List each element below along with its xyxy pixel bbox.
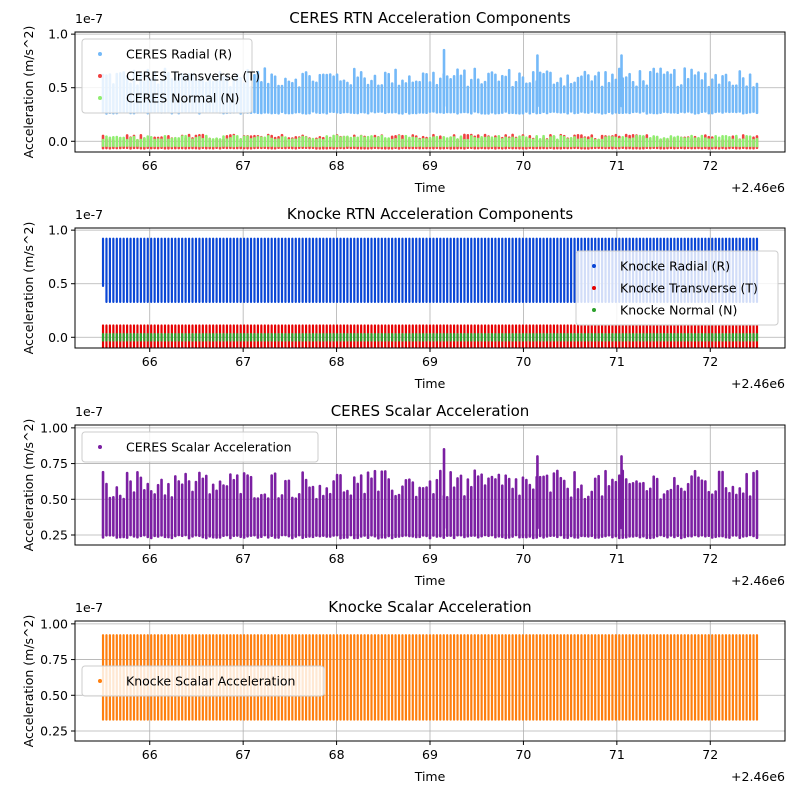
x-tick-label: 69 bbox=[422, 551, 438, 566]
plot-area bbox=[101, 447, 759, 540]
x-tick-label: 66 bbox=[142, 354, 158, 369]
chart-title: Knocke RTN Acceleration Components bbox=[287, 205, 573, 223]
x-axis-label: Time bbox=[414, 180, 446, 195]
y-scale-label: 1e-7 bbox=[75, 207, 103, 222]
y-tick-label: 0.50 bbox=[40, 492, 68, 507]
x-tick-label: 66 bbox=[142, 551, 158, 566]
legend-marker bbox=[98, 52, 102, 56]
series-3 bbox=[101, 134, 759, 148]
x-tick-label: 68 bbox=[329, 354, 345, 369]
y-axis-label: Acceleration (m/s^2) bbox=[21, 222, 36, 355]
y-tick-label: 0.25 bbox=[40, 724, 68, 739]
legend-label: CERES Scalar Acceleration bbox=[126, 440, 292, 455]
legend-box bbox=[81, 38, 253, 114]
chart-panel-3: CERES Scalar Acceleration 66 67 68 69 70 71 72 0… bbox=[21, 402, 786, 588]
y-tick-label: 0.75 bbox=[40, 652, 68, 667]
x-offset-label: +2.46e6 bbox=[731, 376, 785, 391]
y-tick-label: 0.5 bbox=[48, 80, 68, 95]
x-tick-label: 71 bbox=[609, 551, 625, 566]
legend-marker bbox=[98, 679, 102, 683]
legend-box bbox=[81, 431, 319, 463]
x-tick-label: 71 bbox=[609, 354, 625, 369]
x-tick-label: 70 bbox=[515, 747, 531, 762]
legend-label: Knocke Radial (R) bbox=[620, 259, 730, 274]
legend: Knocke Radial (R) Knocke Transverse (T) Kn… bbox=[575, 250, 779, 326]
y-axis-label: Acceleration (m/s^2) bbox=[21, 615, 36, 748]
legend: CERES Scalar Acceleration bbox=[81, 431, 319, 463]
x-tick-label: 67 bbox=[235, 747, 251, 762]
plot-area bbox=[101, 237, 759, 348]
x-tick-label: 72 bbox=[702, 747, 718, 762]
legend: CERES Radial (R) CERES Transverse (T) CERE… bbox=[81, 38, 260, 114]
y-tick-label: 0.50 bbox=[40, 688, 68, 703]
y-tick-label: 0.25 bbox=[40, 528, 68, 543]
y-axis-label: Acceleration (m/s^2) bbox=[21, 26, 36, 159]
chart-panel-2: Knocke RTN Acceleration Components 66 67 68… bbox=[21, 205, 786, 391]
legend-marker bbox=[98, 74, 102, 78]
x-tick-label: 68 bbox=[329, 158, 345, 173]
x-tick-label: 66 bbox=[142, 158, 158, 173]
y-tick-label: 1.0 bbox=[48, 27, 68, 42]
x-tick-label: 69 bbox=[422, 158, 438, 173]
legend-label: CERES Normal (N) bbox=[126, 91, 239, 106]
legend-box bbox=[575, 250, 779, 326]
legend-marker bbox=[98, 96, 102, 100]
chart-panel-4: Knocke Scalar Acceleration 66 67 68 69 70 71 72… bbox=[21, 598, 786, 784]
x-tick-label: 67 bbox=[235, 158, 251, 173]
x-tick-label: 68 bbox=[329, 551, 345, 566]
y-tick-label: 0.0 bbox=[48, 134, 68, 149]
series-3 bbox=[101, 332, 759, 342]
y-axis-label: Acceleration (m/s^2) bbox=[21, 419, 36, 552]
y-scale-label: 1e-7 bbox=[75, 600, 103, 615]
x-tick-label: 67 bbox=[235, 354, 251, 369]
x-axis-label: Time bbox=[414, 769, 446, 784]
x-axis-label: Time bbox=[414, 376, 446, 391]
chart-panel-1: CERES RTN Acceleration Components 66 67 68 6… bbox=[21, 9, 786, 195]
legend-label: CERES Radial (R) bbox=[126, 47, 232, 62]
y-tick-label: 1.0 bbox=[48, 223, 68, 238]
legend-marker bbox=[592, 308, 596, 312]
x-tick-label: 67 bbox=[235, 551, 251, 566]
y-tick-label: 1.00 bbox=[40, 420, 68, 435]
series-1 bbox=[101, 469, 759, 540]
x-tick-label: 66 bbox=[142, 747, 158, 762]
x-tick-label: 72 bbox=[702, 158, 718, 173]
x-tick-label: 69 bbox=[422, 354, 438, 369]
x-offset-label: +2.46e6 bbox=[731, 769, 785, 784]
legend-marker bbox=[592, 286, 596, 290]
y-tick-label: 0.75 bbox=[40, 456, 68, 471]
y-scale-label: 1e-7 bbox=[75, 11, 103, 26]
chart-title: Knocke Scalar Acceleration bbox=[328, 598, 531, 616]
x-tick-label: 70 bbox=[515, 551, 531, 566]
x-tick-label: 68 bbox=[329, 747, 345, 762]
x-tick-label: 69 bbox=[422, 747, 438, 762]
legend-marker bbox=[592, 264, 596, 268]
legend-label: Knocke Transverse (T) bbox=[620, 281, 758, 296]
legend-box bbox=[81, 665, 325, 697]
chart-title: CERES Scalar Acceleration bbox=[331, 402, 530, 420]
x-tick-label: 71 bbox=[609, 747, 625, 762]
legend-label: Knocke Normal (N) bbox=[620, 303, 737, 318]
legend-marker bbox=[98, 445, 102, 449]
y-tick-label: 0.0 bbox=[48, 330, 68, 345]
x-tick-label: 71 bbox=[609, 158, 625, 173]
legend-label: Knocke Scalar Acceleration bbox=[126, 674, 295, 689]
x-tick-label: 70 bbox=[515, 158, 531, 173]
x-tick-label: 72 bbox=[702, 354, 718, 369]
legend: Knocke Scalar Acceleration bbox=[81, 665, 325, 697]
x-offset-label: +2.46e6 bbox=[731, 573, 785, 588]
x-tick-label: 70 bbox=[515, 354, 531, 369]
y-tick-label: 1.00 bbox=[40, 616, 68, 631]
x-axis-label: Time bbox=[414, 573, 446, 588]
x-tick-label: 72 bbox=[702, 551, 718, 566]
y-scale-label: 1e-7 bbox=[75, 404, 103, 419]
y-tick-label: 0.5 bbox=[48, 276, 68, 291]
legend-label: CERES Transverse (T) bbox=[126, 69, 260, 84]
x-offset-label: +2.46e6 bbox=[731, 180, 785, 195]
chart-title: CERES RTN Acceleration Components bbox=[289, 9, 571, 27]
